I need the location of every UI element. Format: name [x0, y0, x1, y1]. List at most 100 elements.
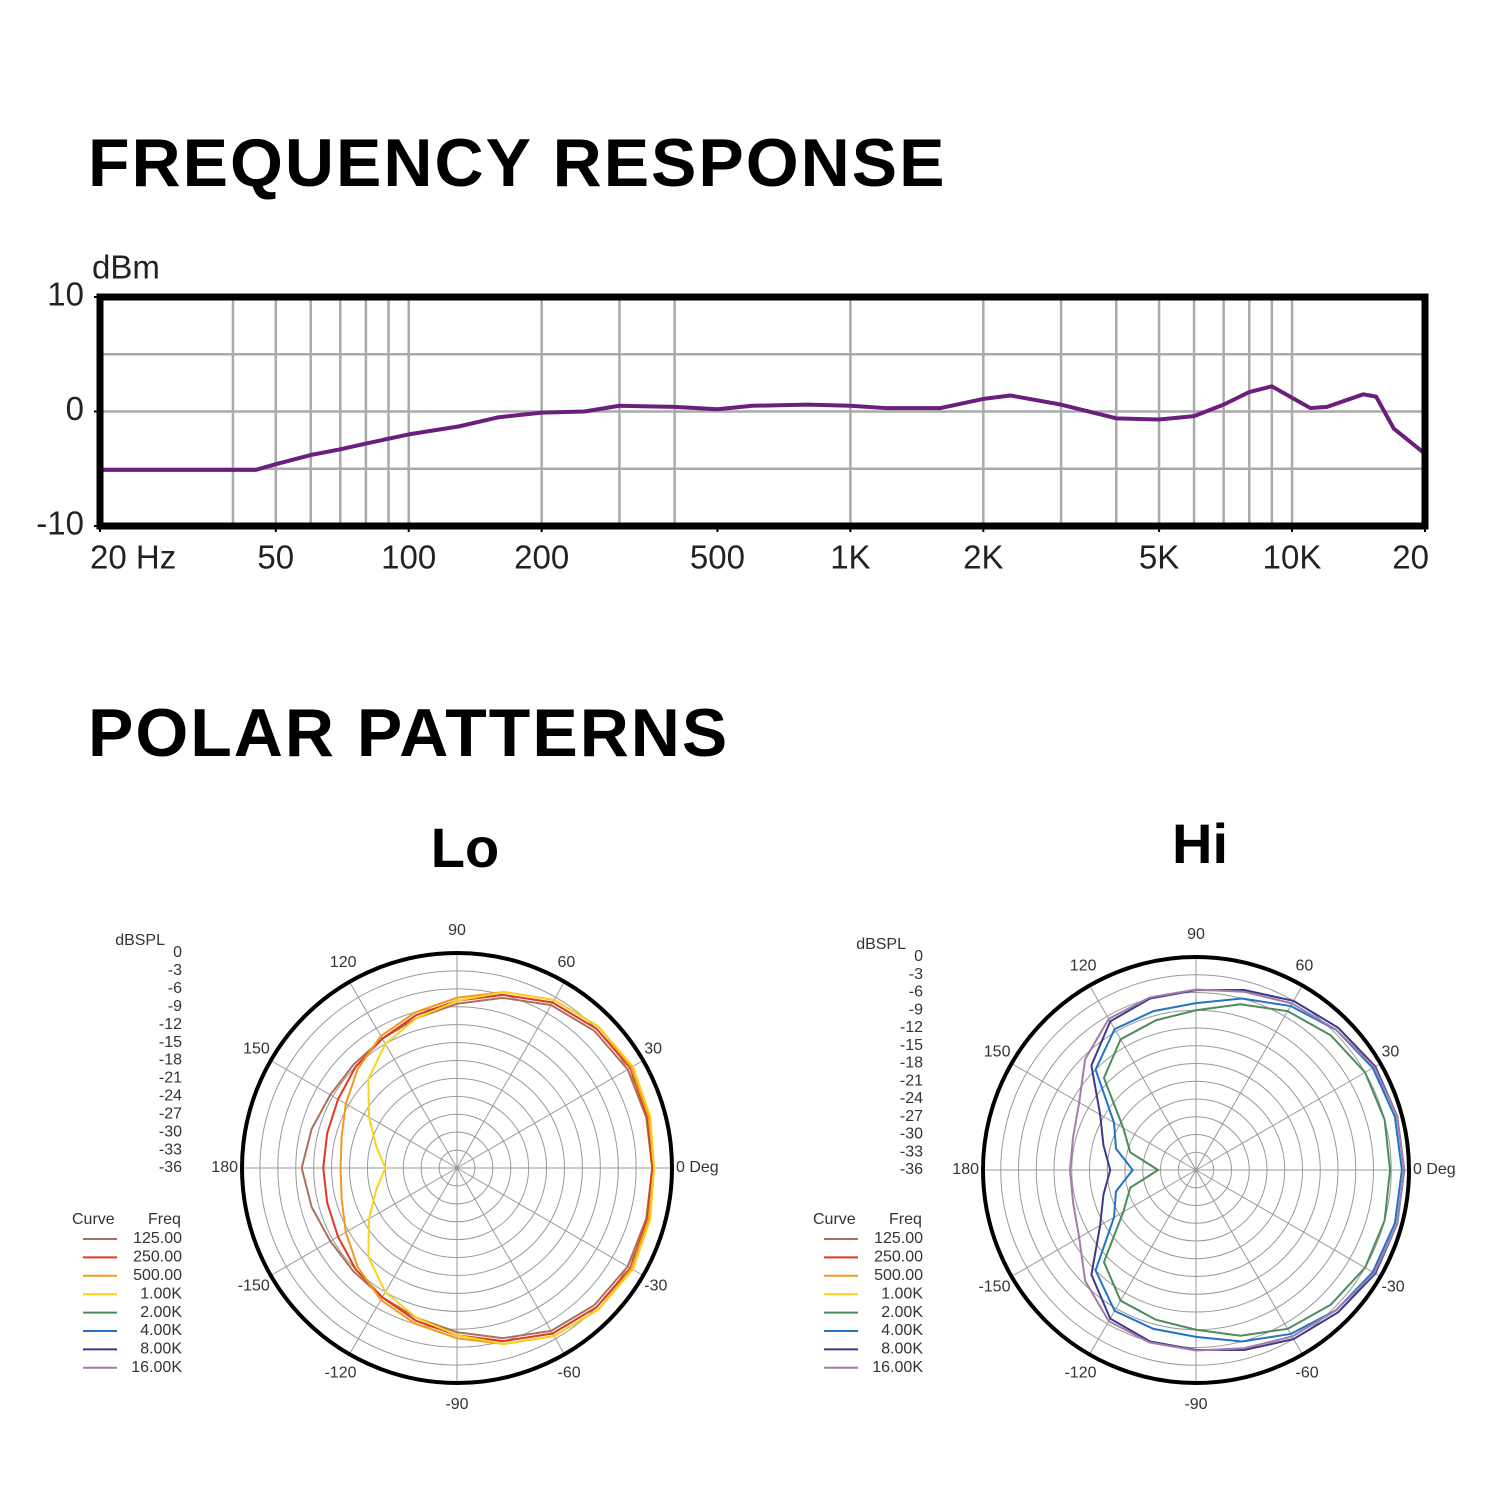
spoke [456, 1167, 644, 1276]
r-tick-label: -33 [900, 1143, 923, 1160]
spoke [456, 1167, 565, 1355]
legend-label: 125.00 [133, 1230, 182, 1247]
chart-title: Hi [1172, 812, 1228, 875]
spoke [456, 1060, 644, 1169]
theta-tick-label: -30 [1382, 1279, 1405, 1296]
plot-frame [96, 293, 1429, 530]
theta-tick-label: -150 [238, 1278, 270, 1295]
polar-curve [1068, 988, 1406, 1352]
legend-label: 500.00 [133, 1267, 182, 1284]
legend-label: 1.00K [881, 1285, 923, 1302]
spoke [1195, 1063, 1381, 1171]
r-tick-label: -3 [168, 962, 182, 979]
r-tick-label: -6 [168, 980, 182, 997]
x-tick-label: 2K [963, 539, 1003, 576]
x-tick-label: 50 [257, 539, 294, 576]
spoke [349, 1167, 458, 1355]
theta-tick-label: 150 [984, 1044, 1011, 1061]
legend-header: Freq [148, 1211, 181, 1228]
spoke [270, 1060, 458, 1169]
r-tick-label: -12 [900, 1019, 923, 1036]
theta-tick-label: 120 [330, 954, 357, 971]
spoke [349, 981, 458, 1169]
theta-tick-label: 0 Deg [676, 1159, 719, 1176]
r-tick-label: 0 [173, 944, 182, 961]
spoke [1011, 1063, 1197, 1171]
legend-label: 4.00K [140, 1322, 182, 1339]
spoke [1011, 1169, 1197, 1277]
theta-tick-label: -90 [445, 1396, 468, 1413]
legend-label: 500.00 [874, 1267, 923, 1284]
spoke [1089, 985, 1197, 1171]
x-tick-label: 100 [381, 539, 436, 576]
r-tick-label: -21 [900, 1072, 923, 1089]
theta-tick-label: -30 [644, 1278, 667, 1295]
y-axis-label: dBm [92, 249, 160, 286]
theta-tick-label: -90 [1184, 1396, 1207, 1413]
r-tick-label: -3 [909, 966, 923, 983]
r-tick-label: -30 [900, 1126, 923, 1143]
r-axis-label: dBSPL [856, 936, 906, 953]
r-tick-label: -12 [159, 1016, 182, 1033]
r-tick-label: -27 [900, 1108, 923, 1125]
theta-tick-label: -60 [558, 1364, 581, 1381]
y-tick-label: 0 [66, 390, 84, 427]
legend-label: 8.00K [881, 1341, 923, 1358]
spoke [456, 981, 565, 1169]
theta-tick-label: 60 [558, 954, 576, 971]
theta-tick-label: 180 [211, 1159, 238, 1176]
r-tick-label: -15 [159, 1034, 182, 1051]
legend-label: 125.00 [874, 1230, 923, 1247]
r-tick-label: -9 [168, 998, 182, 1015]
spoke [1195, 1169, 1381, 1277]
polar-curve [367, 991, 656, 1345]
theta-tick-label: 90 [1187, 926, 1205, 943]
r-tick-label: -6 [909, 984, 923, 1001]
x-tick-label: 20 Hz [90, 539, 176, 576]
r-tick-label: -27 [159, 1105, 182, 1122]
r-tick-label: -24 [159, 1088, 182, 1105]
polar-curve [322, 993, 654, 1343]
legend-label: 16.00K [872, 1359, 923, 1376]
plot-outline [240, 951, 674, 1385]
theta-tick-label: -120 [324, 1364, 356, 1381]
theta-tick-label: -120 [1064, 1365, 1096, 1382]
legend-label: 250.00 [133, 1249, 182, 1266]
r-axis-label: dBSPL [115, 932, 165, 949]
response-line [100, 384, 1427, 472]
x-tick-label: 500 [690, 539, 745, 576]
r-tick-label: -36 [159, 1159, 182, 1176]
theta-tick-label: 60 [1296, 958, 1314, 975]
legend-header: Freq [889, 1211, 922, 1228]
x-tick-label: 10K [1263, 539, 1322, 576]
legend-label: 4.00K [881, 1322, 923, 1339]
r-tick-label: -33 [159, 1141, 182, 1158]
polar-curve [1090, 988, 1406, 1352]
r-tick-label: -18 [159, 1052, 182, 1069]
theta-tick-label: 90 [448, 922, 466, 939]
r-tick-label: 0 [914, 948, 923, 965]
r-tick-label: -15 [900, 1037, 923, 1054]
theta-tick-label: 120 [1070, 958, 1097, 975]
theta-tick-label: -150 [978, 1279, 1010, 1296]
theta-tick-label: -60 [1296, 1365, 1319, 1382]
section-title: POLAR PATTERNS [88, 695, 729, 771]
theta-tick-label: 0 Deg [1413, 1161, 1456, 1178]
legend-label: 250.00 [874, 1249, 923, 1266]
theta-tick-label: 180 [952, 1161, 979, 1178]
legend-label: 8.00K [140, 1341, 182, 1358]
x-tick-label: 5K [1139, 539, 1179, 576]
legend-header: Curve [72, 1211, 115, 1228]
spoke [1089, 1169, 1197, 1355]
legend-label: 2.00K [140, 1304, 182, 1321]
x-tick-label: 1K [830, 539, 870, 576]
legend-label: 16.00K [131, 1359, 182, 1376]
polar-curve [300, 996, 654, 1340]
section-title: FREQUENCY RESPONSE [88, 125, 946, 201]
spoke [1195, 985, 1303, 1171]
y-tick-label: -10 [36, 505, 84, 542]
y-tick-label: 10 [47, 276, 84, 313]
x-tick-label: 200 [514, 539, 569, 576]
r-tick-label: -9 [909, 1001, 923, 1018]
legend-header: Curve [813, 1211, 856, 1228]
